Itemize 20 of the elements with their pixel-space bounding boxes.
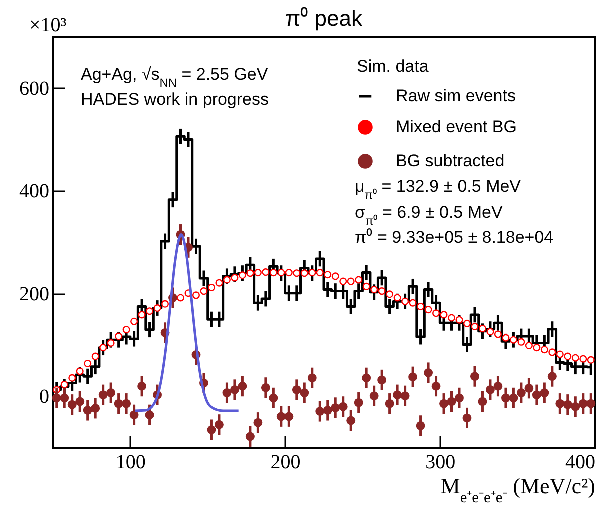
x-axis-title: M$_{e⁺e⁻e⁺e⁻}$ (MeV/c²) — [440, 474, 596, 506]
x-tick-label: 200 — [270, 452, 301, 474]
x-tick-label: 400 — [566, 452, 596, 474]
x-tick-label: 300 — [426, 452, 456, 474]
y-tick-label: 0 — [40, 386, 50, 408]
y-axis-title: ×10³ — [30, 14, 67, 36]
y-tick-label: 400 — [20, 180, 50, 203]
annotation: Ag+Ag, √s$_{NN}$ = 2.55 GeV — [81, 65, 269, 90]
annotation: σ$_{π⁰}$ = 6.9 ± 0.5 MeV — [355, 203, 504, 228]
chart-title: π⁰ peak — [286, 6, 364, 31]
legend-label: BG subtracted — [396, 152, 505, 170]
annotation: π⁰ = 9.33e+05 ± 8.18e+04 — [355, 228, 554, 247]
y-tick-label: 200 — [20, 283, 50, 306]
legend-label: Mixed event BG — [396, 118, 517, 136]
annotation: μ$_{π⁰}$ = 132.9 ± 0.5 MeV — [355, 177, 522, 202]
x-tick-label: 100 — [116, 452, 146, 474]
y-tick-label: 600 — [20, 78, 50, 100]
annotation: HADES work in progress — [81, 90, 270, 109]
legend-label: Raw sim events — [396, 86, 516, 106]
legend-title: Sim. data — [357, 57, 430, 76]
